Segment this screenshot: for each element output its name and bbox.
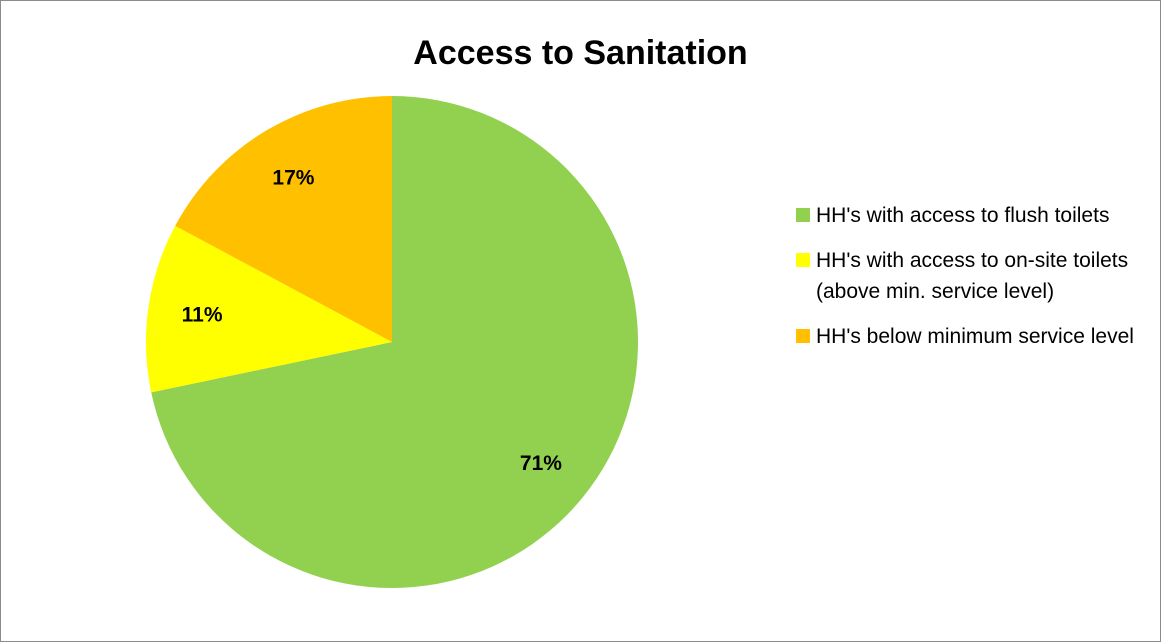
legend-label-on-site-toilets: HH's with access to on-site toilets (abo… (816, 249, 1129, 303)
legend-label-below-minimum: HH's below minimum service level (816, 325, 1134, 348)
legend-label-flush-toilets: HH's with access to flush toilets (816, 204, 1110, 227)
legend-item-on-site-toilets: HH's with access to on-site toilets (abo… (796, 245, 1156, 307)
legend-item-below-minimum: HH's below minimum service level (796, 321, 1156, 352)
legend-swatch-flush-toilets (796, 208, 810, 222)
data-label-on-site-toilets: 11% (182, 304, 223, 327)
pie-slice-flush-toilets (151, 96, 638, 588)
legend: HH's with access to flush toilets HH's w… (796, 200, 1156, 366)
data-label-flush-toilets: 71% (520, 452, 562, 475)
legend-swatch-on-site-toilets (796, 253, 810, 267)
chart-title: Access to Sanitation (413, 34, 748, 72)
legend-item-flush-toilets: HH's with access to flush toilets (796, 200, 1156, 231)
pie-slice-below-minimum (175, 96, 392, 342)
pie-slice-on-site-toilets (145, 225, 392, 393)
legend-swatch-below-minimum (796, 329, 810, 343)
data-label-below-minimum: 17% (272, 166, 314, 189)
